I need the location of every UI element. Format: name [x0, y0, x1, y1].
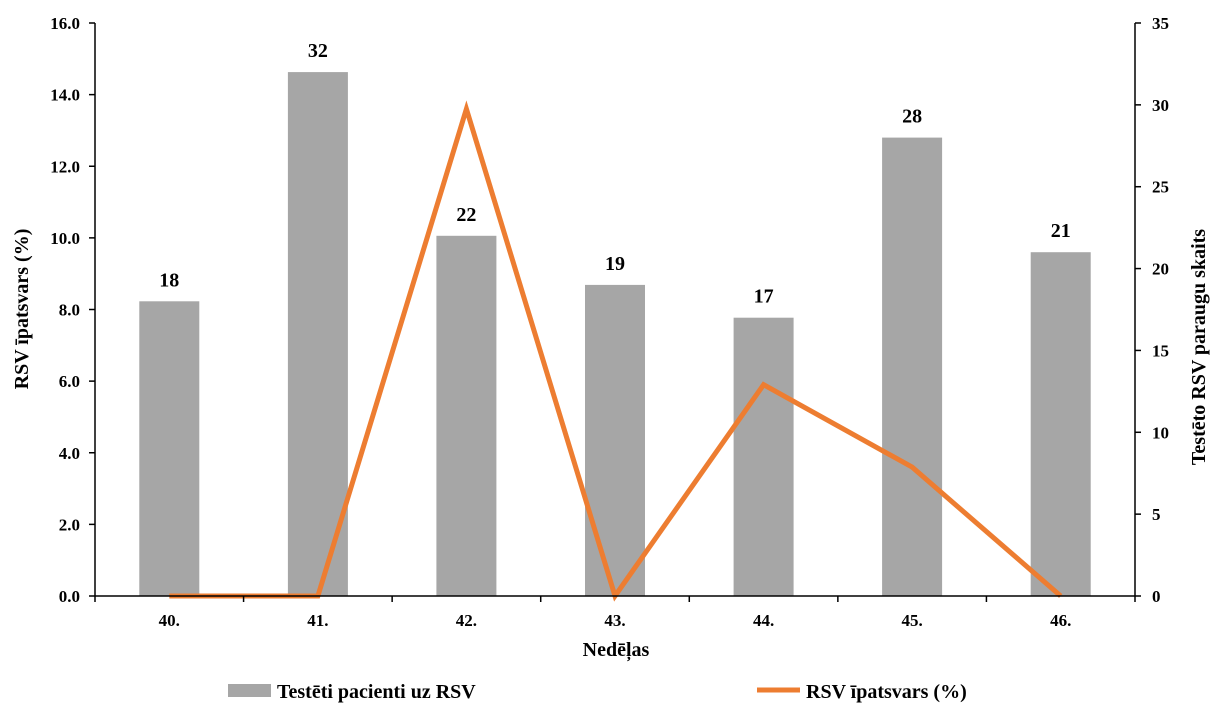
bar-data-label: 17 — [754, 286, 774, 308]
y-axis-right-title: Testēto RSV paraugu skaits — [1188, 229, 1210, 465]
y-left-tick-label: 2.0 — [59, 515, 80, 534]
bar-week-40 — [139, 301, 200, 596]
y-left-tick-label: 8.0 — [59, 301, 80, 320]
y-left-tick-label: 4.0 — [59, 444, 80, 463]
y-right-tick-label: 0 — [1152, 587, 1161, 606]
bar-week-43 — [585, 284, 645, 596]
x-tick-label: 45. — [901, 611, 922, 630]
legend-line-label: RSV īpatsvars (%) — [806, 681, 967, 703]
x-tick-label: 46. — [1050, 611, 1071, 630]
bar-week-45 — [882, 137, 943, 596]
axes-layer: 0.0 2.0 4.0 6.0 8.0 10.0 12.0 14.0 16.0 0 5 10 15 20 2… — [50, 14, 1169, 630]
bar-data-label: 22 — [456, 204, 476, 226]
y-left-tick-label: 6.0 — [59, 372, 80, 391]
bar-data-label: 28 — [902, 106, 922, 128]
y-left-tick-label: 0.0 — [59, 587, 80, 606]
y-axis-left-title: RSV īpatsvars (%) — [11, 229, 33, 390]
labels-layer: 18 32 22 19 17 28 21 — [159, 40, 1070, 308]
bar-data-label: 18 — [159, 269, 179, 291]
legend-bar-swatch — [228, 684, 271, 697]
y-left-tick-label: 12.0 — [50, 157, 80, 176]
legend-bar-label: Testēti pacienti uz RSV — [277, 681, 476, 703]
y-right-tick-label: 10 — [1152, 423, 1169, 442]
bar-week-41 — [287, 72, 348, 597]
y-right-tick-label: 5 — [1152, 505, 1161, 524]
bar-week-42 — [436, 235, 497, 597]
bar-data-label: 32 — [308, 40, 328, 62]
y-right-tick-label: 30 — [1152, 96, 1169, 115]
y-right-tick-label: 15 — [1152, 341, 1169, 360]
bar-week-44 — [733, 317, 794, 596]
y-right-tick-label: 35 — [1152, 14, 1169, 33]
x-tick-label: 41. — [307, 611, 328, 630]
x-tick-label: 40. — [159, 611, 180, 630]
y-left-tick-label: 14.0 — [50, 86, 80, 105]
y-left-tick-label: 16.0 — [50, 14, 80, 33]
bar-week-46 — [1030, 252, 1091, 596]
bars-layer — [139, 72, 1091, 597]
y-right-tick-label: 25 — [1152, 178, 1169, 197]
x-tick-label: 43. — [604, 611, 625, 630]
legend: Testēti pacienti uz RSV RSV īpatsvars (%… — [228, 681, 967, 703]
bar-data-label: 21 — [1051, 220, 1071, 242]
bar-data-label: 19 — [605, 253, 625, 275]
x-tick-label: 44. — [753, 611, 774, 630]
x-axis-title: Nedēļas — [583, 639, 650, 662]
x-tick-label: 42. — [456, 611, 477, 630]
y-right-tick-label: 20 — [1152, 260, 1169, 279]
y-left-tick-label: 10.0 — [50, 229, 80, 248]
